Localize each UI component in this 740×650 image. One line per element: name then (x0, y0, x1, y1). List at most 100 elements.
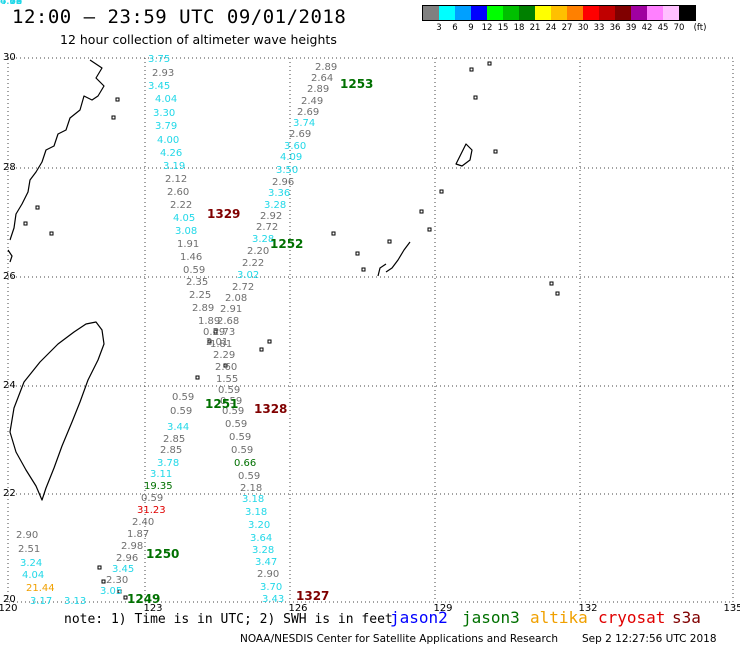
island-marker (123, 595, 128, 600)
wave-height-value: 3.60 (284, 141, 306, 152)
wave-height-value: 2.49 (301, 96, 323, 107)
wave-height-value: 2.89 (307, 84, 329, 95)
color-scale-tick: 45 (657, 23, 669, 33)
island-marker (35, 205, 40, 210)
color-swatch (679, 6, 695, 20)
track-labels: 1253 1252 1251 1250 1249 1329 1328 1327 (127, 77, 373, 606)
island-marker (101, 579, 106, 584)
wave-height-value: 0.59 (225, 419, 247, 430)
island-marker (111, 115, 116, 120)
legend-entry-jason2: jason2 (390, 608, 448, 627)
color-swatch (455, 6, 471, 20)
color-swatch (439, 6, 455, 20)
color-scale: 3 6 9 12 15 18 21 24 27 30 33 36 39 42 45 70 (ft) (422, 5, 706, 33)
longitude-label: 123 (143, 603, 162, 614)
island-marker (427, 227, 432, 232)
wave-height-value: 3.75 (148, 54, 170, 65)
legend-entry-jason3: jason3 (462, 608, 520, 627)
track-id-label: 1253 (340, 77, 373, 91)
coastline-segment (455, 143, 473, 167)
wave-height-value: 3.45 (112, 564, 134, 575)
color-scale-tick: 3 (436, 23, 442, 33)
wave-height-value: 4.68 (0, 0, 22, 7)
color-swatch (583, 6, 599, 20)
track-id-label: 1250 (146, 547, 179, 561)
island-marker (97, 565, 102, 570)
island-marker (355, 251, 360, 256)
island-marker (487, 61, 492, 66)
wave-height-value: 0.59 (141, 493, 163, 504)
coastline-segment (9, 321, 105, 501)
wave-height-value: 0.66 (234, 458, 256, 469)
color-swatch (663, 6, 679, 20)
color-scale-tick: 18 (513, 23, 525, 33)
wave-height-value: 4.00 (157, 135, 179, 146)
color-swatch (487, 6, 503, 20)
wave-height-value: 3.17 (30, 596, 52, 607)
wave-height-value: 2.01 (206, 337, 228, 348)
coastline-segment (7, 249, 13, 263)
coastline-segment (377, 263, 387, 277)
map-subtitle: 12 hour collection of altimeter wave hei… (60, 32, 337, 47)
track-id-label: 1327 (296, 589, 329, 603)
wave-height-value: 3.44 (167, 422, 189, 433)
color-swatch (599, 6, 615, 20)
island-marker (207, 339, 212, 344)
island-marker (115, 97, 120, 102)
track-id-label: 1329 (207, 207, 240, 221)
island-marker (117, 589, 122, 594)
wave-height-value: 4.09 (280, 152, 302, 163)
wave-height-value: 3.47 (255, 557, 277, 568)
color-scale-tick: 33 (593, 23, 605, 33)
wave-height-value: 0.59 (231, 445, 253, 456)
wave-height-value: 2.51 (18, 544, 40, 555)
color-scale-tick: 39 (625, 23, 637, 33)
wave-height-value: 4.78 (0, 0, 22, 7)
color-scale-tick: 21 (529, 23, 541, 33)
wave-height-value: 2.91 (220, 304, 242, 315)
color-swatch (535, 6, 551, 20)
wave-height-value: 3.24 (20, 558, 42, 569)
wave-height-value: 3.50 (276, 165, 298, 176)
island-marker (259, 347, 264, 352)
latitude-label: 24 (3, 380, 16, 391)
wave-height-value: 2.22 (242, 258, 264, 269)
island-marker (549, 281, 554, 286)
color-scale-unit: (ft) (693, 23, 707, 33)
wave-height-value: 2.90 (16, 530, 38, 541)
wave-height-value: 2.22 (170, 200, 192, 211)
wave-height-value: 3.11 (150, 469, 172, 480)
island-marker (49, 231, 54, 236)
color-scale-swatches (422, 5, 696, 21)
wave-height-value: 3.08 (175, 226, 197, 237)
longitude-label: 120 (0, 603, 18, 614)
wave-height-value: 0.59 (172, 392, 194, 403)
wave-height-value: 2.96 (116, 553, 138, 564)
latitude-label: 30 (3, 52, 16, 63)
longitude-label: 135 (723, 603, 740, 614)
color-scale-tick: 12 (481, 23, 493, 33)
map-frame (7, 57, 734, 603)
wave-height-value: 2.60 (215, 362, 237, 373)
wave-height-value: 0.59 (183, 265, 205, 276)
wave-height-value: 0.59 (170, 406, 192, 417)
wave-height-value: 3.19 (163, 161, 185, 172)
color-swatch (503, 6, 519, 20)
wave-height-value: 3.02 (237, 270, 259, 281)
coastline-segment (385, 241, 411, 273)
wave-height-value: 3.28 (252, 545, 274, 556)
coastlines (7, 59, 560, 600)
color-swatch (519, 6, 535, 20)
wave-height-value: 4.59 (0, 0, 22, 7)
wave-height-value: 21.44 (26, 583, 55, 594)
wave-height-value: 0.59 (218, 385, 240, 396)
map-title: 12:00 — 23:59 UTC 09/01/2018 (12, 6, 347, 28)
wave-height-value: 3.70 (260, 582, 282, 593)
wave-height-value: 2.92 (260, 211, 282, 222)
color-swatch (567, 6, 583, 20)
island-marker (195, 375, 200, 380)
wave-height-value: 2.64 (311, 73, 333, 84)
wave-height-value: 4.86 (0, 0, 22, 7)
wave-height-value: 2.90 (257, 569, 279, 580)
